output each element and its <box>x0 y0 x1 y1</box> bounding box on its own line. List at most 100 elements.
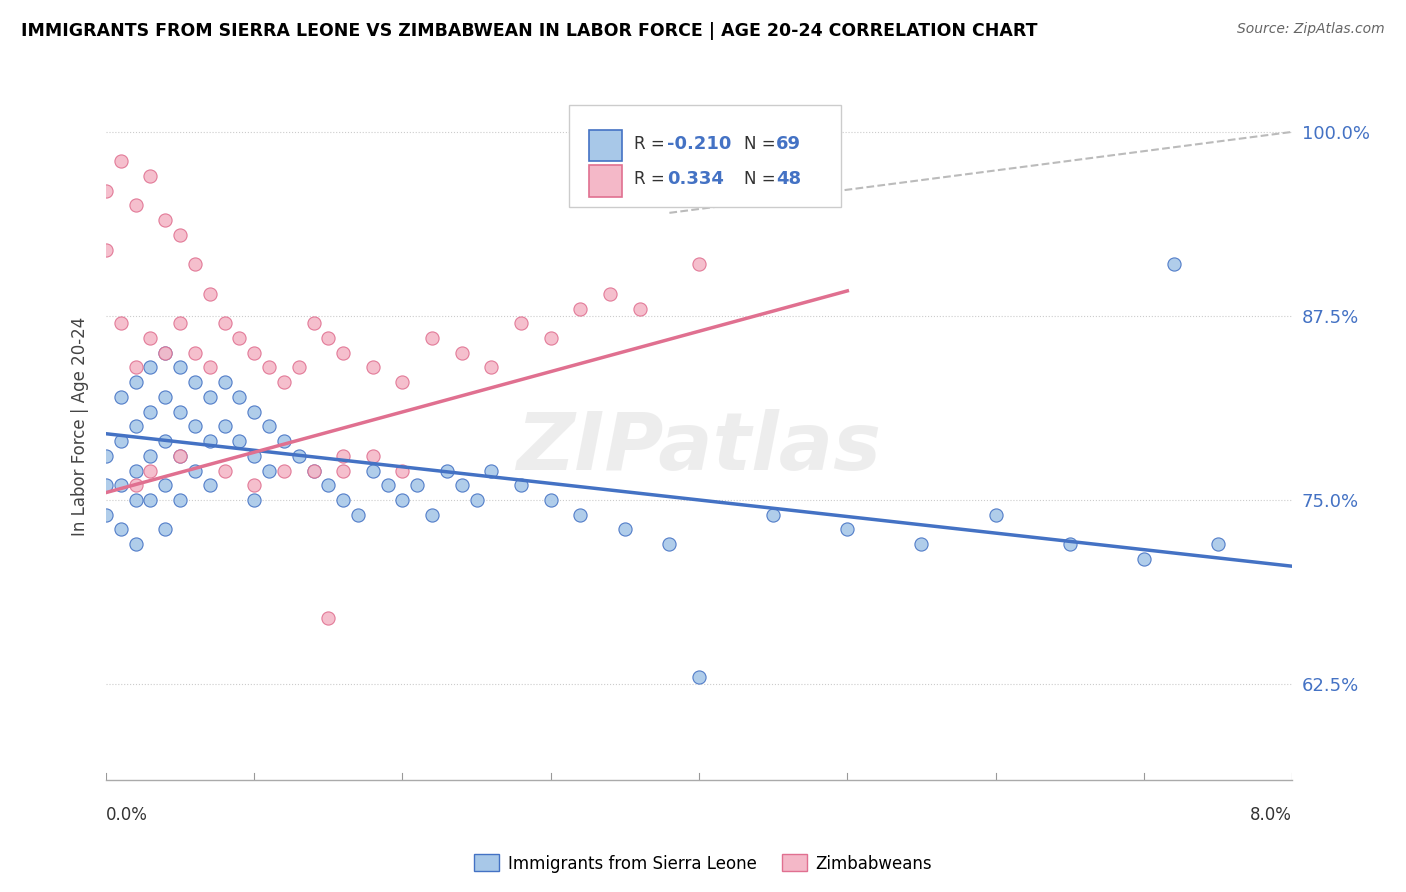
Legend: Immigrants from Sierra Leone, Zimbabweans: Immigrants from Sierra Leone, Zimbabwean… <box>468 847 938 880</box>
Point <box>406 478 429 492</box>
Point <box>243 449 266 463</box>
Point <box>420 508 443 522</box>
Point <box>155 390 177 404</box>
Point <box>628 301 651 316</box>
Point <box>110 434 132 448</box>
Point <box>139 463 162 477</box>
Point <box>1133 552 1156 566</box>
Point <box>318 611 340 625</box>
FancyBboxPatch shape <box>589 165 621 196</box>
Point <box>318 478 340 492</box>
Y-axis label: In Labor Force | Age 20-24: In Labor Force | Age 20-24 <box>72 317 89 536</box>
Point <box>124 493 146 508</box>
Point <box>391 493 413 508</box>
Text: 0.0%: 0.0% <box>105 806 148 824</box>
Point <box>287 449 309 463</box>
Point <box>155 434 177 448</box>
Point <box>361 449 384 463</box>
Point <box>243 493 266 508</box>
Point <box>273 463 295 477</box>
Point <box>94 508 117 522</box>
Point <box>155 345 177 359</box>
Point <box>332 493 354 508</box>
Point <box>124 463 146 477</box>
Point <box>243 345 266 359</box>
Point <box>124 478 146 492</box>
Point <box>110 390 132 404</box>
Point <box>332 345 354 359</box>
Point <box>257 419 280 434</box>
Point <box>332 463 354 477</box>
Text: R =: R = <box>634 135 669 153</box>
Point <box>599 286 621 301</box>
Point <box>214 316 236 330</box>
Point <box>1206 537 1229 551</box>
FancyBboxPatch shape <box>568 104 841 207</box>
Point <box>139 404 162 418</box>
Point <box>198 434 221 448</box>
Point <box>318 331 340 345</box>
Point <box>198 360 221 375</box>
Text: 8.0%: 8.0% <box>1250 806 1292 824</box>
Point <box>198 286 221 301</box>
Point <box>124 198 146 212</box>
Text: 48: 48 <box>776 170 801 188</box>
Point <box>1059 537 1081 551</box>
Point <box>273 375 295 389</box>
Point <box>228 390 250 404</box>
Point <box>155 523 177 537</box>
Point <box>243 404 266 418</box>
Point <box>169 404 191 418</box>
Text: Source: ZipAtlas.com: Source: ZipAtlas.com <box>1237 22 1385 37</box>
Point <box>228 434 250 448</box>
Point <box>169 316 191 330</box>
Point <box>302 463 325 477</box>
Point <box>762 508 785 522</box>
Point <box>94 449 117 463</box>
Point <box>155 478 177 492</box>
Point <box>124 419 146 434</box>
Point <box>332 449 354 463</box>
Text: 0.334: 0.334 <box>666 170 724 188</box>
Point <box>481 463 503 477</box>
Text: R =: R = <box>634 170 669 188</box>
Point <box>688 257 710 271</box>
Point <box>540 331 562 345</box>
Point <box>613 523 636 537</box>
Point <box>214 463 236 477</box>
Point <box>124 537 146 551</box>
Point <box>347 508 370 522</box>
Point <box>139 169 162 183</box>
Point <box>184 257 207 271</box>
Point <box>688 670 710 684</box>
Point <box>569 508 592 522</box>
Point <box>169 227 191 242</box>
Point <box>110 154 132 169</box>
Point <box>169 360 191 375</box>
Point <box>169 449 191 463</box>
Point <box>377 478 399 492</box>
Point <box>837 523 859 537</box>
Point <box>465 493 488 508</box>
Text: N =: N = <box>744 135 780 153</box>
Point <box>184 419 207 434</box>
Point <box>361 463 384 477</box>
Point <box>257 360 280 375</box>
Point <box>139 331 162 345</box>
Point <box>391 463 413 477</box>
Point <box>228 331 250 345</box>
Point <box>184 345 207 359</box>
Point <box>139 449 162 463</box>
Point <box>984 508 1007 522</box>
Point <box>510 478 533 492</box>
Text: N =: N = <box>744 170 780 188</box>
Point <box>155 213 177 227</box>
Point <box>273 434 295 448</box>
Point <box>420 331 443 345</box>
Text: 69: 69 <box>776 135 801 153</box>
Text: -0.210: -0.210 <box>666 135 731 153</box>
Point <box>155 345 177 359</box>
Point <box>257 463 280 477</box>
Point <box>198 390 221 404</box>
Point <box>94 243 117 257</box>
